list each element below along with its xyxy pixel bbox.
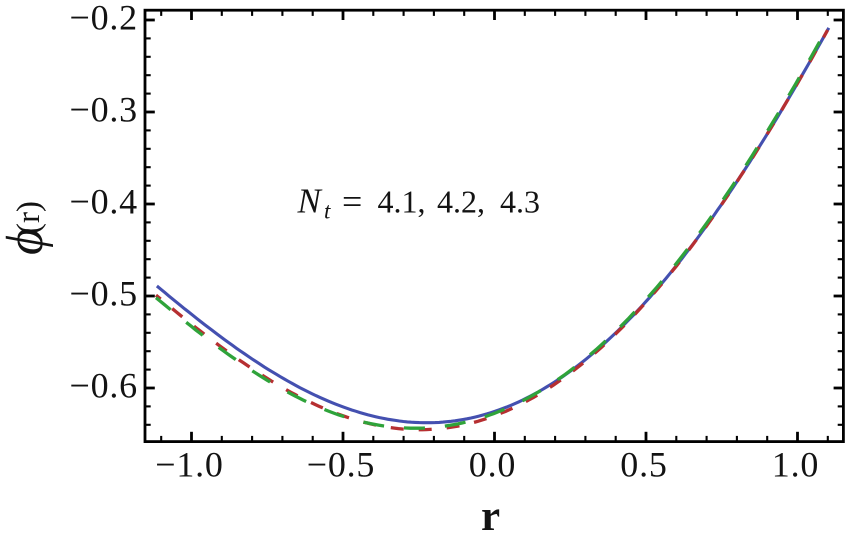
svg-text:−1.0: −1.0 [155, 445, 224, 485]
svg-text:4.3: 4.3 [500, 184, 540, 220]
svg-text:−0.3: −0.3 [69, 90, 138, 130]
svg-text:−0.5: −0.5 [69, 274, 138, 314]
svg-text:r: r [481, 493, 500, 535]
svg-text:=: = [342, 182, 362, 222]
svg-text:0.0: 0.0 [469, 445, 516, 485]
svg-text:N: N [297, 182, 323, 221]
svg-text:−0.4: −0.4 [69, 182, 138, 222]
svg-text:0.5: 0.5 [620, 445, 667, 485]
svg-text:ϕ: ϕ [0, 228, 54, 255]
svg-text:t: t [324, 199, 331, 224]
svg-text:4.1,: 4.1, [378, 184, 426, 220]
svg-text:4.2,: 4.2, [437, 184, 485, 220]
svg-text:(r): (r) [11, 201, 47, 234]
svg-text:−0.5: −0.5 [307, 445, 376, 485]
svg-text:−0.2: −0.2 [69, 0, 138, 38]
svg-text:−0.6: −0.6 [69, 366, 138, 406]
svg-text:1.0: 1.0 [772, 445, 819, 485]
